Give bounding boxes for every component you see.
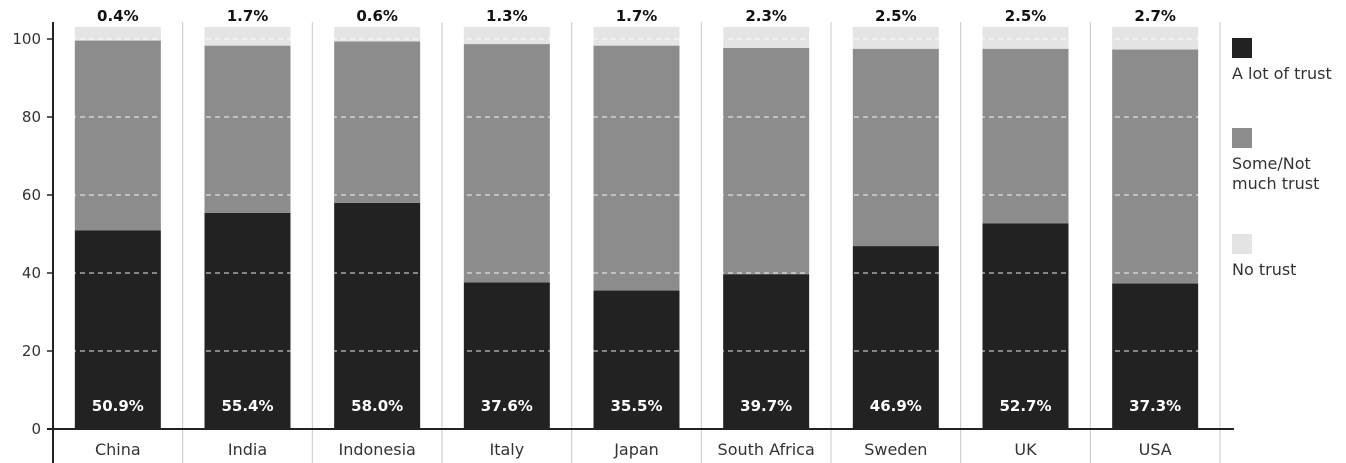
data-label-no-trust: 2.5% <box>1005 7 1047 25</box>
x-tick-label: South Africa <box>718 440 815 459</box>
data-label-no-trust: 0.4% <box>97 7 139 25</box>
bar-segment-uk-1 <box>982 48 1069 224</box>
x-tick-label: USA <box>1139 440 1172 459</box>
x-tick-label: China <box>95 440 141 459</box>
bar-segment-india-0 <box>204 212 291 429</box>
bar-segment-indonesia-0 <box>334 202 421 429</box>
data-label-no-trust: 2.3% <box>745 7 787 25</box>
bar-segment-china-1 <box>74 40 161 231</box>
legend-label-a-lot: A lot of trust <box>1232 64 1332 83</box>
bar-segment-sweden-0 <box>852 246 939 429</box>
data-label-a-lot: 37.3% <box>1129 397 1181 415</box>
legend-item-some-not-much: Some/Not much trust <box>1232 128 1344 234</box>
y-tick-label: 20 <box>22 342 41 360</box>
data-label-a-lot: 55.4% <box>221 397 273 415</box>
bar-segment-usa-1 <box>1112 49 1199 284</box>
bar-segment-sweden-1 <box>852 48 939 247</box>
data-label-no-trust: 1.3% <box>486 7 528 25</box>
x-tick-label: UK <box>1014 440 1037 459</box>
y-tick-label: 60 <box>22 186 41 204</box>
bar-segment-china-2 <box>74 27 161 41</box>
bar-segment-japan-0 <box>593 290 680 429</box>
y-tick-label: 40 <box>22 264 41 282</box>
bar-segment-italy-2 <box>463 27 550 45</box>
y-tick-label: 80 <box>22 108 41 126</box>
y-tick-label: 0 <box>31 420 41 438</box>
data-label-a-lot: 52.7% <box>999 397 1051 415</box>
legend-item-no-trust: No trust <box>1232 234 1344 280</box>
bar-segment-south-africa-0 <box>723 274 810 429</box>
x-tick-label: Italy <box>489 440 524 459</box>
bar-segment-usa-2 <box>1112 27 1199 50</box>
legend-item-a-lot-of-trust: A lot of trust <box>1232 38 1344 128</box>
legend-swatch-some <box>1232 128 1252 148</box>
bar-segment-india-2 <box>204 27 291 46</box>
data-label-no-trust: 1.7% <box>616 7 658 25</box>
data-label-a-lot: 35.5% <box>610 397 662 415</box>
bar-segment-india-1 <box>204 45 291 213</box>
y-tick-label: 100 <box>12 30 41 48</box>
data-label-no-trust: 2.7% <box>1134 7 1176 25</box>
data-label-no-trust: 2.5% <box>875 7 917 25</box>
bar-segment-usa-0 <box>1112 283 1199 429</box>
bar-segment-south-africa-2 <box>723 27 810 48</box>
x-tick-label: Japan <box>613 440 659 459</box>
data-label-a-lot: 37.6% <box>481 397 533 415</box>
data-label-a-lot: 50.9% <box>92 397 144 415</box>
legend-swatch-no <box>1232 234 1252 254</box>
bar-segment-uk-0 <box>982 223 1069 429</box>
bar-segment-indonesia-1 <box>334 41 421 203</box>
data-label-a-lot: 39.7% <box>740 397 792 415</box>
bar-segment-italy-1 <box>463 44 550 283</box>
data-label-no-trust: 1.7% <box>227 7 269 25</box>
legend-label-no: No trust <box>1232 260 1297 279</box>
x-tick-label: India <box>228 440 267 459</box>
data-label-a-lot: 46.9% <box>870 397 922 415</box>
x-tick-label: Indonesia <box>338 440 415 459</box>
bar-segment-china-0 <box>74 230 161 429</box>
legend-label-some: Some/Not much trust <box>1232 154 1320 193</box>
legend: A lot of trust Some/Not much trust No tr… <box>1232 38 1344 280</box>
bar-segment-south-africa-1 <box>723 47 810 275</box>
legend-swatch-a-lot <box>1232 38 1252 58</box>
data-label-no-trust: 0.6% <box>356 7 398 25</box>
bar-segment-japan-1 <box>593 45 680 291</box>
bar-segment-italy-0 <box>463 282 550 429</box>
bar-segment-uk-2 <box>982 27 1069 49</box>
x-tick-label: Sweden <box>864 440 927 459</box>
data-label-a-lot: 58.0% <box>351 397 403 415</box>
bar-segment-japan-2 <box>593 27 680 46</box>
bar-segment-sweden-2 <box>852 27 939 49</box>
bar-segment-indonesia-2 <box>334 27 421 42</box>
